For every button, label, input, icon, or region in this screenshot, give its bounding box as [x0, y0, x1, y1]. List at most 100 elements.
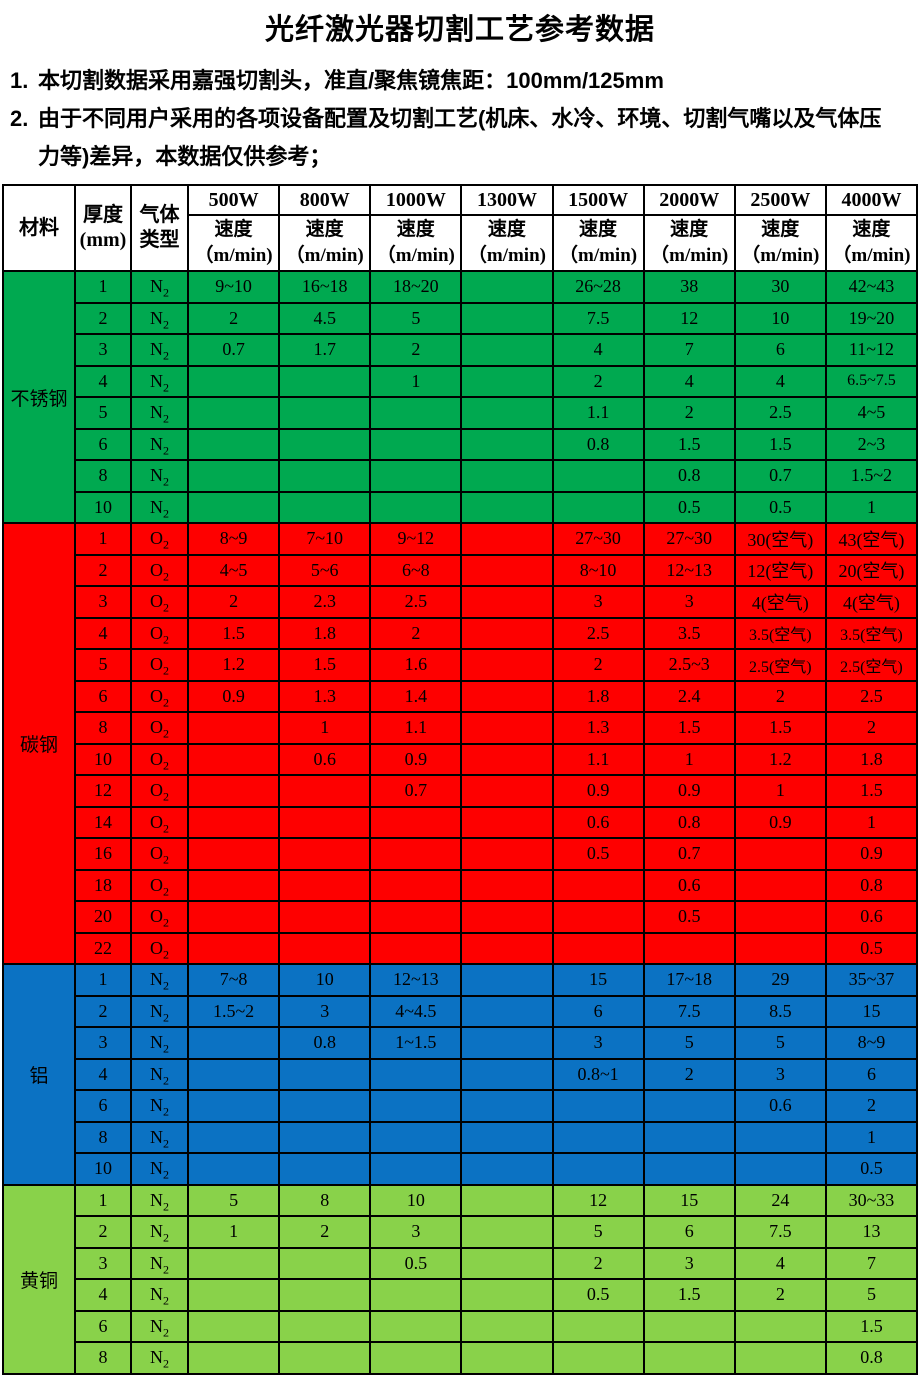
- speed-cell: [460, 931, 554, 965]
- speed-cell: 7~8: [186, 963, 281, 997]
- gas-label: N2: [150, 1032, 169, 1056]
- speed-cell: 43(空气): [824, 522, 919, 556]
- speed-cell: 0.8: [642, 459, 736, 493]
- speed-cell: 18~20: [369, 270, 463, 304]
- speed-cell: 0.7: [733, 459, 827, 493]
- speed-cell: 1.5: [186, 616, 281, 650]
- speed-cell: 1: [733, 774, 827, 808]
- thickness-cell: 3: [74, 333, 132, 367]
- speed-cell: 4: [733, 364, 827, 398]
- speed-cell: [733, 1341, 827, 1375]
- speed-cell: 4: [551, 333, 645, 367]
- speed-cell: 0.9: [369, 742, 463, 776]
- speed-cell: 1.1: [369, 711, 463, 745]
- table-row: 12 O2 0.7 0.9 0.9 1 1.5: [3, 774, 919, 808]
- speed-cell: 0.8: [551, 427, 645, 461]
- thickness-cell: 8: [74, 1341, 132, 1375]
- speed-unit-header-1500w: 速度 （m/min): [551, 214, 645, 272]
- thickness-cell: 6: [74, 679, 132, 713]
- speed-cell: [460, 522, 554, 556]
- gas-type-cell: O2: [130, 774, 189, 808]
- speed-cell: 1.4: [369, 679, 463, 713]
- thickness-cell: 2: [74, 553, 132, 587]
- speed-unit-line: 速度: [670, 219, 709, 241]
- speed-cell: 0.9: [551, 774, 645, 808]
- speed-cell: [186, 396, 281, 430]
- power-header-1000w: 1000W: [369, 184, 463, 216]
- speed-cell: [186, 1057, 281, 1091]
- speed-cell: 6~8: [369, 553, 463, 587]
- table-row: 22 O2 0.5: [3, 931, 919, 965]
- speed-cell: [460, 301, 554, 335]
- speed-cell: 2: [551, 1246, 645, 1280]
- gas-label: N2: [150, 433, 169, 458]
- speed-cell: 12~13: [642, 553, 736, 587]
- thickness-cell: 6: [74, 427, 132, 461]
- speed-cell: 2.5(空气): [824, 648, 919, 682]
- speed-cell: 3: [642, 1246, 736, 1280]
- speed-cell: 0.5: [824, 1152, 919, 1186]
- speed-cell: [642, 931, 736, 965]
- speed-cell: 1: [824, 805, 919, 839]
- speed-cell: [460, 1341, 554, 1375]
- speed-cell: 4~5: [186, 553, 281, 587]
- power-header-4000w: 4000W: [824, 184, 919, 216]
- gas-type-cell: O2: [130, 805, 189, 839]
- speed-cell: [551, 900, 645, 934]
- speed-cell: 0.5: [642, 490, 736, 524]
- gas-label: N2: [150, 1126, 169, 1151]
- speed-cell: [460, 742, 554, 776]
- speed-cell: 1.5~2: [186, 994, 281, 1028]
- speed-cell: 2: [733, 1278, 827, 1312]
- speed-cell: 0.6: [642, 868, 736, 902]
- table-row: 黄铜 1 N2 5 8 10 12 15 24 30~33: [2, 1183, 919, 1375]
- speed-cell: 1.5: [642, 427, 736, 461]
- speed-cell: 1~1.5: [369, 1026, 463, 1060]
- thickness-cell: 16: [74, 837, 132, 871]
- speed-cell: 11~12: [824, 333, 919, 367]
- gas-type-cell: O2: [130, 711, 189, 745]
- gas-label: N2: [150, 1315, 169, 1340]
- speed-cell: [369, 837, 463, 871]
- material-cell-不锈钢: 不锈钢: [2, 270, 76, 524]
- speed-unit-line: （m/min): [832, 245, 911, 266]
- table-row: 2 N2 2 4.5 5 7.5 12 10 19~20: [3, 301, 919, 335]
- gas-type-cell: N2: [130, 1057, 189, 1091]
- speed-cell: [369, 868, 463, 902]
- table-row: 2 O2 4~5 5~6 6~8 8~10 12~13 12(空气) 20(空气): [3, 553, 919, 587]
- speed-cell: [186, 1309, 281, 1343]
- thickness-cell: 4: [74, 1057, 132, 1091]
- speed-cell: 1.5: [642, 1278, 736, 1312]
- notes-block: 1. 本切割数据采用嘉强切割头，准直/聚焦镜焦距：100mm/125mm 2. …: [10, 62, 914, 176]
- speed-cell: [460, 1120, 554, 1154]
- speed-cell: 6.5~7.5: [824, 364, 919, 398]
- table-body: 不锈钢 1 N2 9~10 16~18 18~20 26~28 38 30 42~43 2 N2 2 4.…: [2, 270, 919, 1375]
- speed-cell: [733, 931, 827, 965]
- speed-cell: 8~10: [551, 553, 645, 587]
- speed-cell: 42~43: [824, 270, 919, 304]
- thickness-header-line: 厚度: [83, 204, 123, 226]
- speed-cell: [460, 490, 554, 524]
- speed-cell: [186, 459, 281, 493]
- speed-cell: 10: [278, 963, 372, 997]
- speed-cell: 5: [733, 1026, 827, 1060]
- speed-cell: [460, 711, 554, 745]
- gas-type-cell: N2: [130, 1026, 189, 1060]
- power-header-800w: 800W: [278, 184, 372, 216]
- speed-cell: [186, 900, 281, 934]
- table-row: 4 O2 1.5 1.8 2 2.5 3.5 3.5(空气) 3.5(空气): [3, 616, 919, 650]
- speed-cell: 2~3: [824, 427, 919, 461]
- table-row: 14 O2 0.6 0.8 0.9 1: [3, 805, 919, 839]
- speed-cell: [369, 1152, 463, 1186]
- gas-type-cell: O2: [130, 837, 189, 871]
- speed-unit-header-2000w: 速度 （m/min): [642, 214, 736, 272]
- speed-cell: 4~4.5: [369, 994, 463, 1028]
- speed-cell: 4: [642, 364, 736, 398]
- table-header: 材料 厚度 (mm) 气体 类型 500W 800W 1000W 1300W 1500W 2000W…: [2, 184, 919, 272]
- speed-cell: 8~9: [186, 522, 281, 556]
- speed-unit-line: 速度: [761, 219, 800, 241]
- speed-cell: 4.5: [278, 301, 372, 335]
- speed-cell: 5~6: [278, 553, 372, 587]
- note-2-number: 2.: [10, 106, 29, 131]
- speed-cell: 2: [551, 364, 645, 398]
